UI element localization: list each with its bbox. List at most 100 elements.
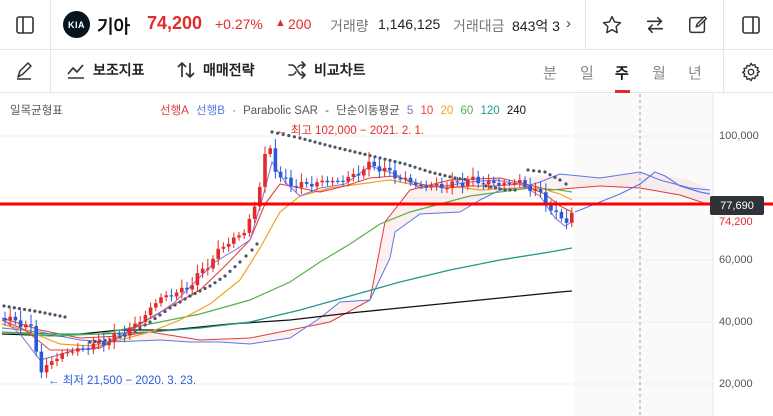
candle-body (336, 180, 340, 182)
sar-dot (393, 160, 397, 164)
low-price-annotation: ← 최저 21,500 − 2020. 3. 23. (48, 375, 197, 387)
period-week-tab[interactable]: 주 (615, 65, 629, 82)
sar-dot (238, 260, 242, 264)
legend-ma120: 120 (480, 105, 500, 117)
candle-body (414, 182, 418, 185)
swap-button[interactable] (637, 0, 673, 49)
sar-dot (508, 188, 512, 192)
sar-dot (118, 335, 122, 339)
change-percent: +0.27% (215, 16, 263, 32)
sar-dot (453, 176, 457, 180)
compare-button[interactable]: 비교차트 (287, 60, 366, 80)
candle-body (315, 182, 319, 187)
stock-name[interactable]: 기아 (97, 17, 131, 37)
draw-tool-button[interactable] (14, 61, 41, 81)
candle-body (544, 192, 548, 206)
swap-arrows-icon (646, 16, 664, 33)
edit-button[interactable] (680, 0, 716, 49)
period-minute-tab[interactable]: 분 (543, 65, 557, 82)
legend-ma5: 5 (406, 105, 414, 117)
sar-dot (208, 284, 212, 288)
sar-dot (403, 162, 407, 166)
candle-body (117, 333, 122, 335)
candle-body (154, 303, 158, 308)
sar-dot (158, 313, 162, 317)
strategy-button[interactable]: 매매전략 (176, 60, 255, 80)
period-month-tab[interactable]: 월 (652, 65, 666, 82)
legend-separator: · (232, 105, 236, 117)
candle-body (403, 177, 408, 179)
candle-body (180, 287, 184, 293)
sar-dot (438, 172, 442, 176)
indicator-button[interactable]: 보조지표 (66, 60, 145, 80)
indicator-label: 보조지표 (93, 62, 145, 78)
candle-body (273, 148, 278, 172)
candle-body (263, 154, 267, 187)
sar-dot (53, 313, 57, 317)
parabolic-sar-series (2, 130, 568, 344)
candle-body (497, 183, 501, 186)
sar-dot (7, 305, 11, 309)
candle-body (455, 181, 460, 183)
candle-body (554, 210, 558, 212)
sar-dot (532, 169, 536, 173)
candle-body (44, 364, 49, 373)
chevron-right-icon[interactable]: › (566, 15, 571, 32)
candle-body (247, 218, 252, 233)
sar-dot (363, 152, 367, 156)
candle-body (159, 297, 163, 304)
chart-canvas[interactable] (0, 94, 773, 416)
candle-body (518, 180, 522, 183)
indicator-title[interactable]: 일목균형표 (10, 105, 63, 117)
price-chart[interactable]: 일목균형표 선행A 선행B · Parabolic SAR - 단순이동평균 5… (0, 94, 773, 416)
favorite-button[interactable] (594, 0, 630, 49)
sar-dot (292, 135, 296, 139)
legend-leading-b: 선행B (196, 105, 225, 117)
right-panel-toggle-button[interactable] (728, 0, 773, 49)
chart-settings-button[interactable] (728, 50, 773, 93)
candle-body (128, 327, 132, 336)
period-day-tab[interactable]: 일 (580, 65, 594, 82)
candle-body (356, 173, 361, 176)
candle-body (148, 307, 153, 316)
period-year-tab[interactable]: 년 (688, 65, 702, 82)
candle-body (81, 348, 85, 350)
candle-body (471, 176, 475, 180)
sar-dot (318, 141, 322, 145)
change-amount: 200 (288, 16, 312, 32)
sar-dot (38, 310, 42, 314)
candle-body (164, 295, 168, 298)
candle-body (570, 212, 574, 223)
sar-dot (343, 148, 347, 152)
candle-body (268, 148, 272, 155)
current-price-tag: 77,690 (710, 196, 764, 215)
sar-dot (323, 143, 327, 147)
sar-dot (458, 177, 462, 181)
sidebar-toggle-button[interactable] (0, 0, 50, 49)
candle-body (299, 181, 304, 188)
sar-dot (270, 130, 274, 134)
edit-icon (689, 15, 707, 33)
candle-body (18, 320, 23, 328)
sar-dot (338, 146, 342, 150)
sar-dot (63, 315, 67, 319)
candle-body (362, 169, 366, 176)
candle-body (211, 258, 215, 269)
candle-body (424, 185, 428, 188)
candle-body (76, 348, 80, 352)
sar-dot (12, 306, 16, 310)
candle-body (39, 351, 44, 373)
candle-body (174, 292, 179, 297)
sar-dot (183, 297, 187, 301)
sar-dot (503, 188, 507, 192)
high-price-annotation: ← 최고 102,000 − 2021. 2. 1. (276, 125, 425, 137)
candle-body (466, 179, 470, 187)
stock-header: KIA 기아 74,200 +0.27% ▲ 200 거래량 1,146,125… (0, 0, 773, 50)
candle-body (450, 181, 454, 189)
y-axis-label: 40,000 (719, 316, 753, 328)
sar-dot (255, 242, 259, 246)
sar-dot (328, 144, 332, 148)
divider (50, 0, 51, 49)
sar-dot (188, 294, 192, 298)
sar-dot (448, 175, 452, 179)
